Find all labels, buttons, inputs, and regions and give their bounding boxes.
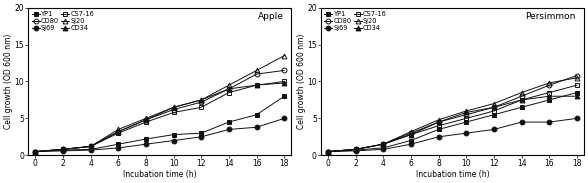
Text: Apple: Apple bbox=[258, 12, 283, 21]
X-axis label: Incubation time (h): Incubation time (h) bbox=[123, 170, 196, 179]
Legend: YP1, CD80, SJ69, CS7-16, SJ20, CD34: YP1, CD80, SJ69, CS7-16, SJ20, CD34 bbox=[31, 10, 96, 32]
Legend: YP1, CD80, SJ69, CS7-16, SJ20, CD34: YP1, CD80, SJ69, CS7-16, SJ20, CD34 bbox=[323, 10, 388, 32]
Y-axis label: Cell growth (OD 600 nm): Cell growth (OD 600 nm) bbox=[4, 34, 13, 129]
Text: Persimmon: Persimmon bbox=[526, 12, 576, 21]
X-axis label: Incubation time (h): Incubation time (h) bbox=[416, 170, 489, 179]
Y-axis label: Cell growth (OD 600 nm): Cell growth (OD 600 nm) bbox=[297, 34, 306, 129]
